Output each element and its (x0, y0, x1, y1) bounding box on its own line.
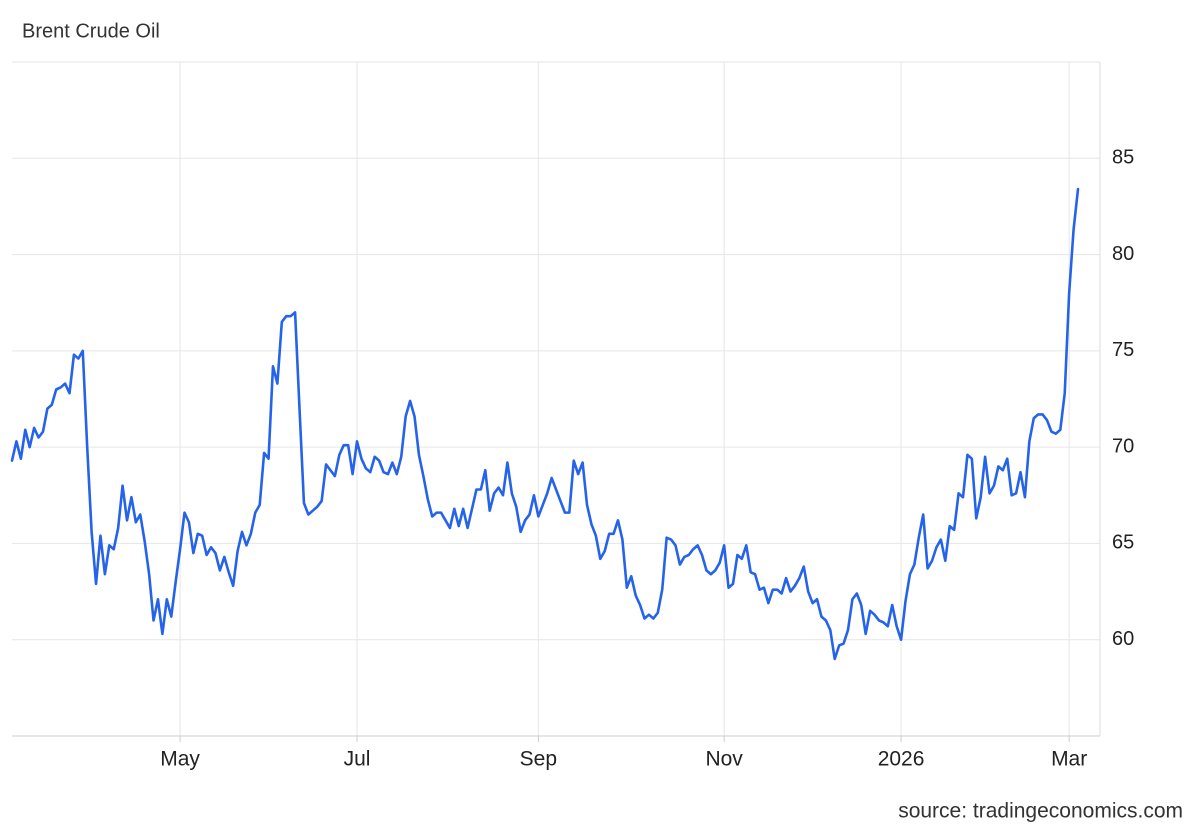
y-tick-label: 65 (1112, 532, 1134, 554)
y-tick-label: 70 (1112, 435, 1134, 457)
chart-title: Brent Crude Oil (22, 20, 160, 42)
x-tick-label: May (160, 748, 200, 771)
x-tick-label: Sep (520, 748, 557, 771)
y-tick-label: 80 (1112, 243, 1134, 265)
x-tick-label: Mar (1051, 748, 1087, 771)
x-tick-label: 2026 (878, 748, 925, 771)
x-tick-label: Jul (344, 748, 371, 771)
y-tick-label: 85 (1112, 147, 1134, 169)
x-tick-label: Nov (705, 748, 743, 771)
source-note: source: tradingeconomics.com (898, 800, 1183, 823)
y-tick-label: 75 (1112, 339, 1134, 361)
y-tick-label: 60 (1112, 628, 1134, 650)
data-line (10, 187, 1080, 661)
